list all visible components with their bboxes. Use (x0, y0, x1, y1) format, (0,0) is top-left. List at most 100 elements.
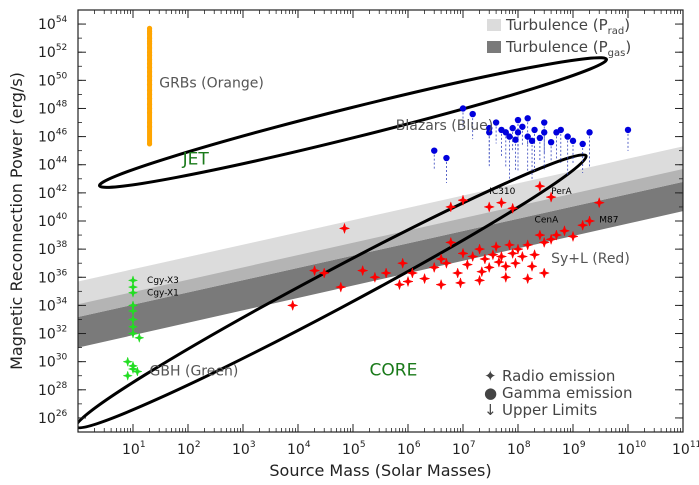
syl-point (490, 240, 502, 253)
blazar-point (531, 126, 538, 134)
x-tick-label: 101 (122, 440, 146, 458)
annotation-cena: CenA (535, 215, 560, 225)
legend-symbol: ↓ (484, 401, 497, 419)
y-tick-label: 1030 (38, 353, 68, 371)
annotation-core: CORE (370, 361, 418, 381)
blazar-point (557, 126, 564, 134)
syl-point (558, 224, 571, 237)
blazar-point (509, 124, 516, 132)
annotation-blazars-blue-: Blazars (Blue) (396, 118, 493, 134)
legend-item-label: Gamma emission (502, 384, 633, 402)
x-tick-label: 1011 (672, 440, 699, 458)
series-gbh (122, 275, 145, 382)
syl-point (369, 271, 381, 284)
syl-point (473, 274, 486, 287)
syl-point (487, 248, 499, 261)
syl-point (526, 260, 538, 273)
syl-point (396, 257, 409, 270)
blazar-point (514, 116, 522, 124)
annotation-jet: JET (182, 150, 210, 170)
y-tick-label: 1026 (38, 409, 68, 427)
syl-point (534, 229, 546, 241)
syl-point (318, 267, 330, 279)
blazar-point (519, 123, 526, 130)
syl-point (380, 267, 392, 279)
x-tick-label: 108 (507, 440, 531, 458)
syl-point (338, 222, 351, 235)
blazar-point (579, 140, 586, 148)
syl-point (440, 257, 453, 270)
syl-point (483, 201, 495, 213)
y-axis-title: Magnetic Reconnection Power (erg/s) (7, 72, 26, 370)
blazar-point (541, 119, 548, 126)
syl-point (528, 248, 541, 261)
y-tick-label: 1054 (38, 15, 68, 33)
syl-point (506, 202, 519, 215)
gbh-point (122, 370, 134, 382)
blazar-point (624, 126, 632, 134)
syl-point (393, 278, 406, 291)
legend-symbol: ● (484, 384, 497, 402)
blazar-point (586, 129, 593, 136)
blazar-point (536, 134, 544, 142)
syl-point (506, 247, 519, 260)
x-tick-label: 109 (562, 440, 586, 458)
syl-point (538, 267, 550, 279)
blazar-point (512, 136, 519, 143)
x-tick-label: 102 (177, 440, 201, 458)
legend-item-label: Radio emission (502, 367, 615, 385)
annotation-sy-l-red-: Sy+L (Red) (551, 251, 630, 267)
blazar-point (569, 137, 577, 145)
blazar-point (469, 110, 476, 118)
core-ellipse (78, 153, 588, 430)
x-tick-label: 105 (342, 440, 366, 458)
y-tick-label: 1052 (38, 43, 67, 61)
series-sy+l (286, 180, 606, 312)
x-tick-label: 1010 (617, 440, 647, 458)
syl-point (444, 201, 457, 213)
syl-point (593, 196, 606, 209)
y-tick-label: 1032 (38, 325, 67, 343)
gbh-point (133, 332, 145, 344)
annotation-pera: PerA (551, 187, 572, 197)
syl-point (461, 258, 474, 271)
syl-point (503, 239, 516, 251)
gbh-point (127, 363, 139, 375)
syl-point (451, 267, 464, 279)
annotation-ic310: IC310 (489, 187, 515, 197)
legend-item-label: Upper Limits (502, 401, 597, 419)
x-axis-title: Source Mass (Solar Masses) (269, 461, 491, 480)
legend-symbol: ✦ (484, 367, 497, 385)
syl-point (521, 272, 534, 285)
syl-point (435, 253, 447, 265)
syl-point (538, 236, 550, 249)
y-tick-label: 1042 (38, 184, 67, 202)
syl-point (550, 229, 563, 241)
x-tick-label: 106 (397, 440, 421, 458)
syl-point (495, 196, 508, 209)
blazar-point (506, 133, 513, 140)
syl-point (454, 277, 467, 289)
syl-point (457, 247, 469, 260)
syl-point (516, 250, 529, 263)
syl-point (356, 264, 369, 277)
syl-point (509, 257, 522, 270)
y-tick-label: 1036 (38, 268, 68, 286)
y-tick-label: 1040 (38, 212, 68, 230)
syl-point (499, 260, 512, 273)
syl-point (499, 271, 512, 284)
syl-point (406, 267, 419, 279)
gbh-point (122, 356, 134, 368)
syl-point (545, 191, 557, 203)
blazar-point (528, 137, 536, 145)
syl-point (534, 180, 546, 193)
syl-point (444, 236, 457, 249)
legend-label-rad: Turbulence (Prad) (505, 16, 630, 37)
plot-area (78, 25, 683, 430)
x-tick-label: 104 (287, 440, 311, 458)
syl-point (457, 194, 469, 207)
blazar-point (486, 124, 493, 132)
syl-point (493, 256, 505, 268)
syl-point (308, 264, 321, 277)
